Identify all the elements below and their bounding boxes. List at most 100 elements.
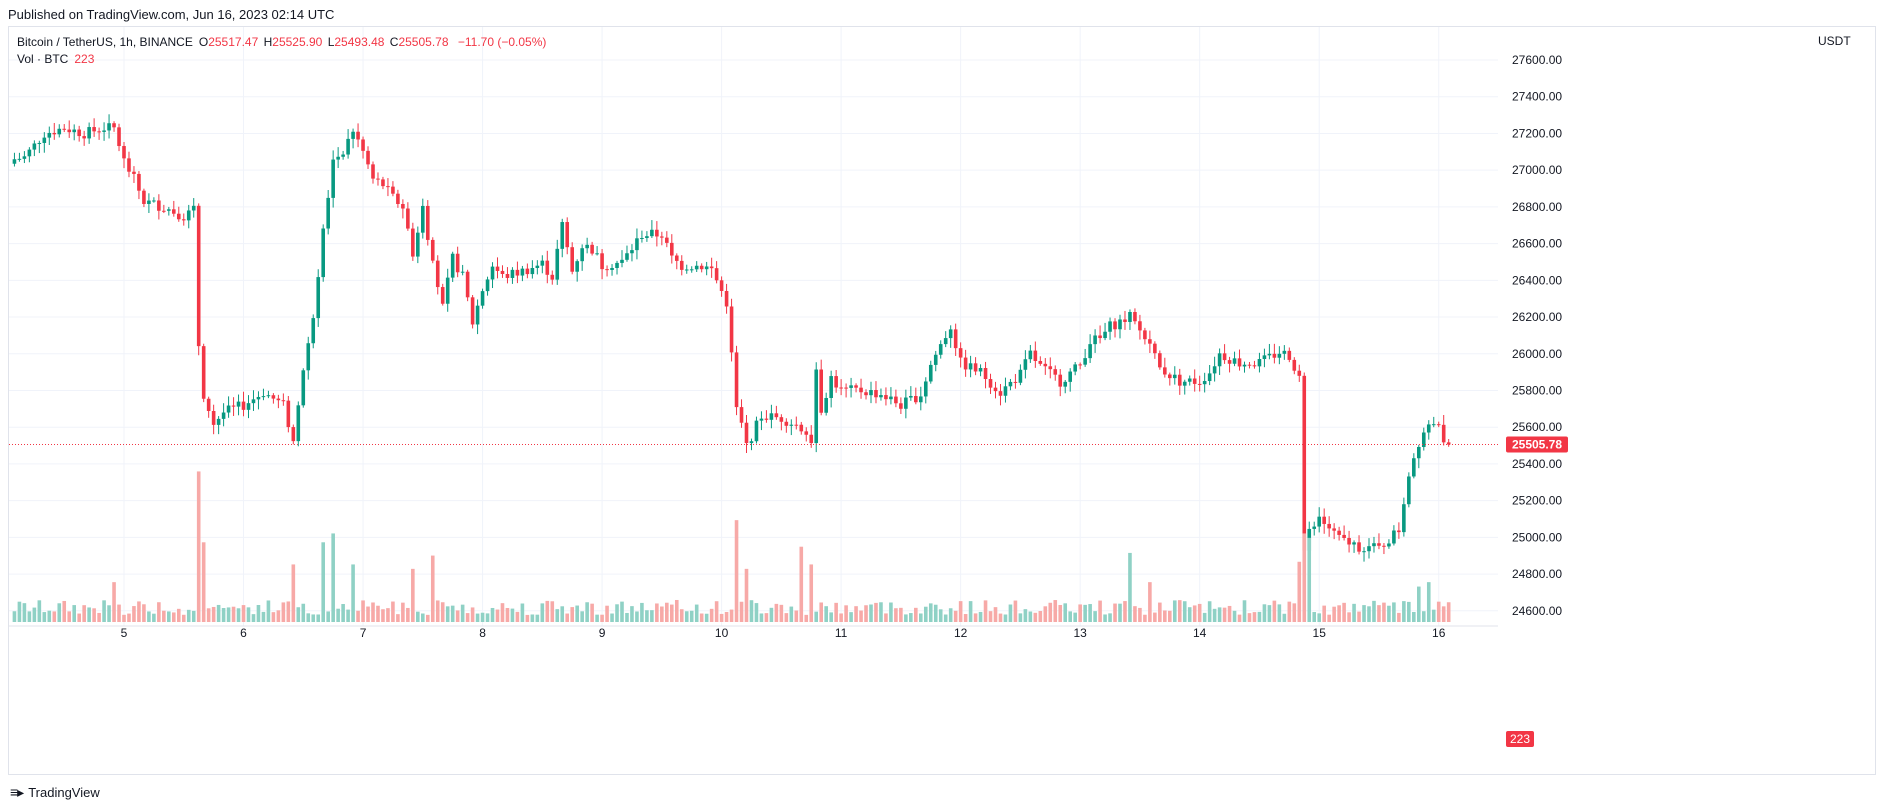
- volume-bar: [226, 607, 231, 622]
- volume-bar: [157, 602, 161, 622]
- volume-bar: [1372, 600, 1376, 622]
- candle-body: [794, 424, 799, 426]
- candle-body: [1217, 353, 1222, 367]
- candle-body: [1118, 319, 1122, 330]
- candle-body: [510, 269, 515, 278]
- candle-body: [699, 265, 704, 270]
- volume-bar: [769, 607, 774, 622]
- volume-bar: [77, 613, 81, 622]
- candle-body: [425, 205, 430, 240]
- volume-bar: [1073, 612, 1077, 622]
- candle-body: [366, 150, 370, 165]
- candle-body: [734, 352, 739, 408]
- volume-bar: [1212, 608, 1217, 622]
- y-tick-label: 25400.00: [1512, 457, 1562, 471]
- last-volume-tag: [1506, 731, 1534, 747]
- volume-bar: [172, 612, 176, 622]
- candle-body: [809, 434, 814, 444]
- candle-body: [844, 387, 848, 389]
- volume-bar: [117, 604, 121, 622]
- candle-body: [490, 266, 495, 280]
- candle-body: [1292, 359, 1297, 371]
- volume-bar: [1436, 601, 1441, 622]
- volume-bar: [670, 604, 674, 622]
- candle-body: [1098, 335, 1102, 339]
- candle-body: [595, 253, 599, 255]
- candle-body: [963, 357, 968, 370]
- candle-body: [814, 369, 819, 444]
- volume-bar: [635, 611, 639, 622]
- volume-bar: [784, 613, 789, 622]
- close-label: C: [389, 35, 399, 49]
- candle-body: [824, 397, 828, 413]
- volume-bar: [510, 608, 515, 622]
- volume-bar: [923, 606, 928, 622]
- volume-bar: [749, 600, 754, 622]
- volume-bar: [814, 611, 819, 622]
- candle-body: [122, 146, 126, 159]
- volume-bar: [176, 608, 181, 622]
- volume-bar: [849, 612, 853, 622]
- volume-bar: [1172, 600, 1177, 622]
- candle-body: [724, 290, 729, 307]
- volume-bar: [1287, 601, 1292, 622]
- candle-body: [694, 265, 699, 270]
- volume-bar: [92, 608, 96, 622]
- candle-body: [530, 268, 535, 275]
- candle-body: [1312, 526, 1317, 529]
- volume-bar: [276, 610, 281, 622]
- candle-body: [281, 400, 286, 402]
- candle-body: [261, 396, 266, 398]
- volume-bar: [1397, 612, 1401, 622]
- volume-bar: [445, 606, 450, 622]
- candle-body: [1252, 365, 1257, 367]
- volume-bar: [779, 604, 784, 622]
- volume-bar: [236, 608, 241, 622]
- volume-bar: [1158, 602, 1162, 622]
- volume-bar: [341, 604, 345, 622]
- volume-bar: [1008, 604, 1013, 622]
- candle-body: [321, 228, 325, 278]
- candle-body: [1048, 366, 1053, 370]
- y-tick-label: 26000.00: [1512, 347, 1562, 361]
- brand-name: TradingView: [28, 785, 100, 800]
- volume-bar: [37, 600, 42, 622]
- candle-body: [749, 441, 754, 444]
- volume-bar: [535, 614, 540, 622]
- volume-label[interactable]: Vol · BTC: [17, 52, 69, 66]
- candle-body: [221, 412, 226, 419]
- candle-body: [515, 269, 520, 276]
- volume-bar: [938, 609, 943, 622]
- candle-body: [729, 306, 734, 353]
- candle-body: [744, 422, 749, 444]
- candle-body: [301, 370, 306, 406]
- candle-body: [1436, 424, 1441, 426]
- volume-bar: [764, 613, 769, 622]
- candle-body: [1272, 353, 1277, 358]
- candle-body: [226, 405, 231, 413]
- x-tick-label: 16: [1432, 626, 1446, 640]
- volume-bar: [1202, 612, 1207, 622]
- candle-body: [1148, 339, 1152, 344]
- candle-body: [894, 396, 898, 404]
- symbol-label[interactable]: Bitcoin / TetherUS, 1h, BINANCE: [17, 35, 193, 49]
- candle-body: [102, 130, 106, 132]
- candle-body: [186, 210, 191, 221]
- volume-bar: [430, 555, 435, 622]
- x-tick-label: 8: [479, 626, 486, 640]
- candle-body: [1168, 374, 1172, 379]
- candle-body: [172, 209, 176, 214]
- volume-bar: [251, 614, 256, 622]
- volume-bar: [590, 603, 594, 622]
- candle-body: [495, 266, 500, 271]
- candle-body: [246, 403, 251, 410]
- x-tick-label: 14: [1193, 626, 1207, 640]
- candle-body: [560, 222, 565, 249]
- candle-body: [416, 232, 420, 257]
- volume-bar: [346, 609, 350, 622]
- volume-bar: [1143, 614, 1147, 622]
- tradingview-brand[interactable]: ≡▸ TradingView: [10, 784, 100, 801]
- volume-bar: [1153, 612, 1157, 622]
- candle-body: [784, 421, 789, 426]
